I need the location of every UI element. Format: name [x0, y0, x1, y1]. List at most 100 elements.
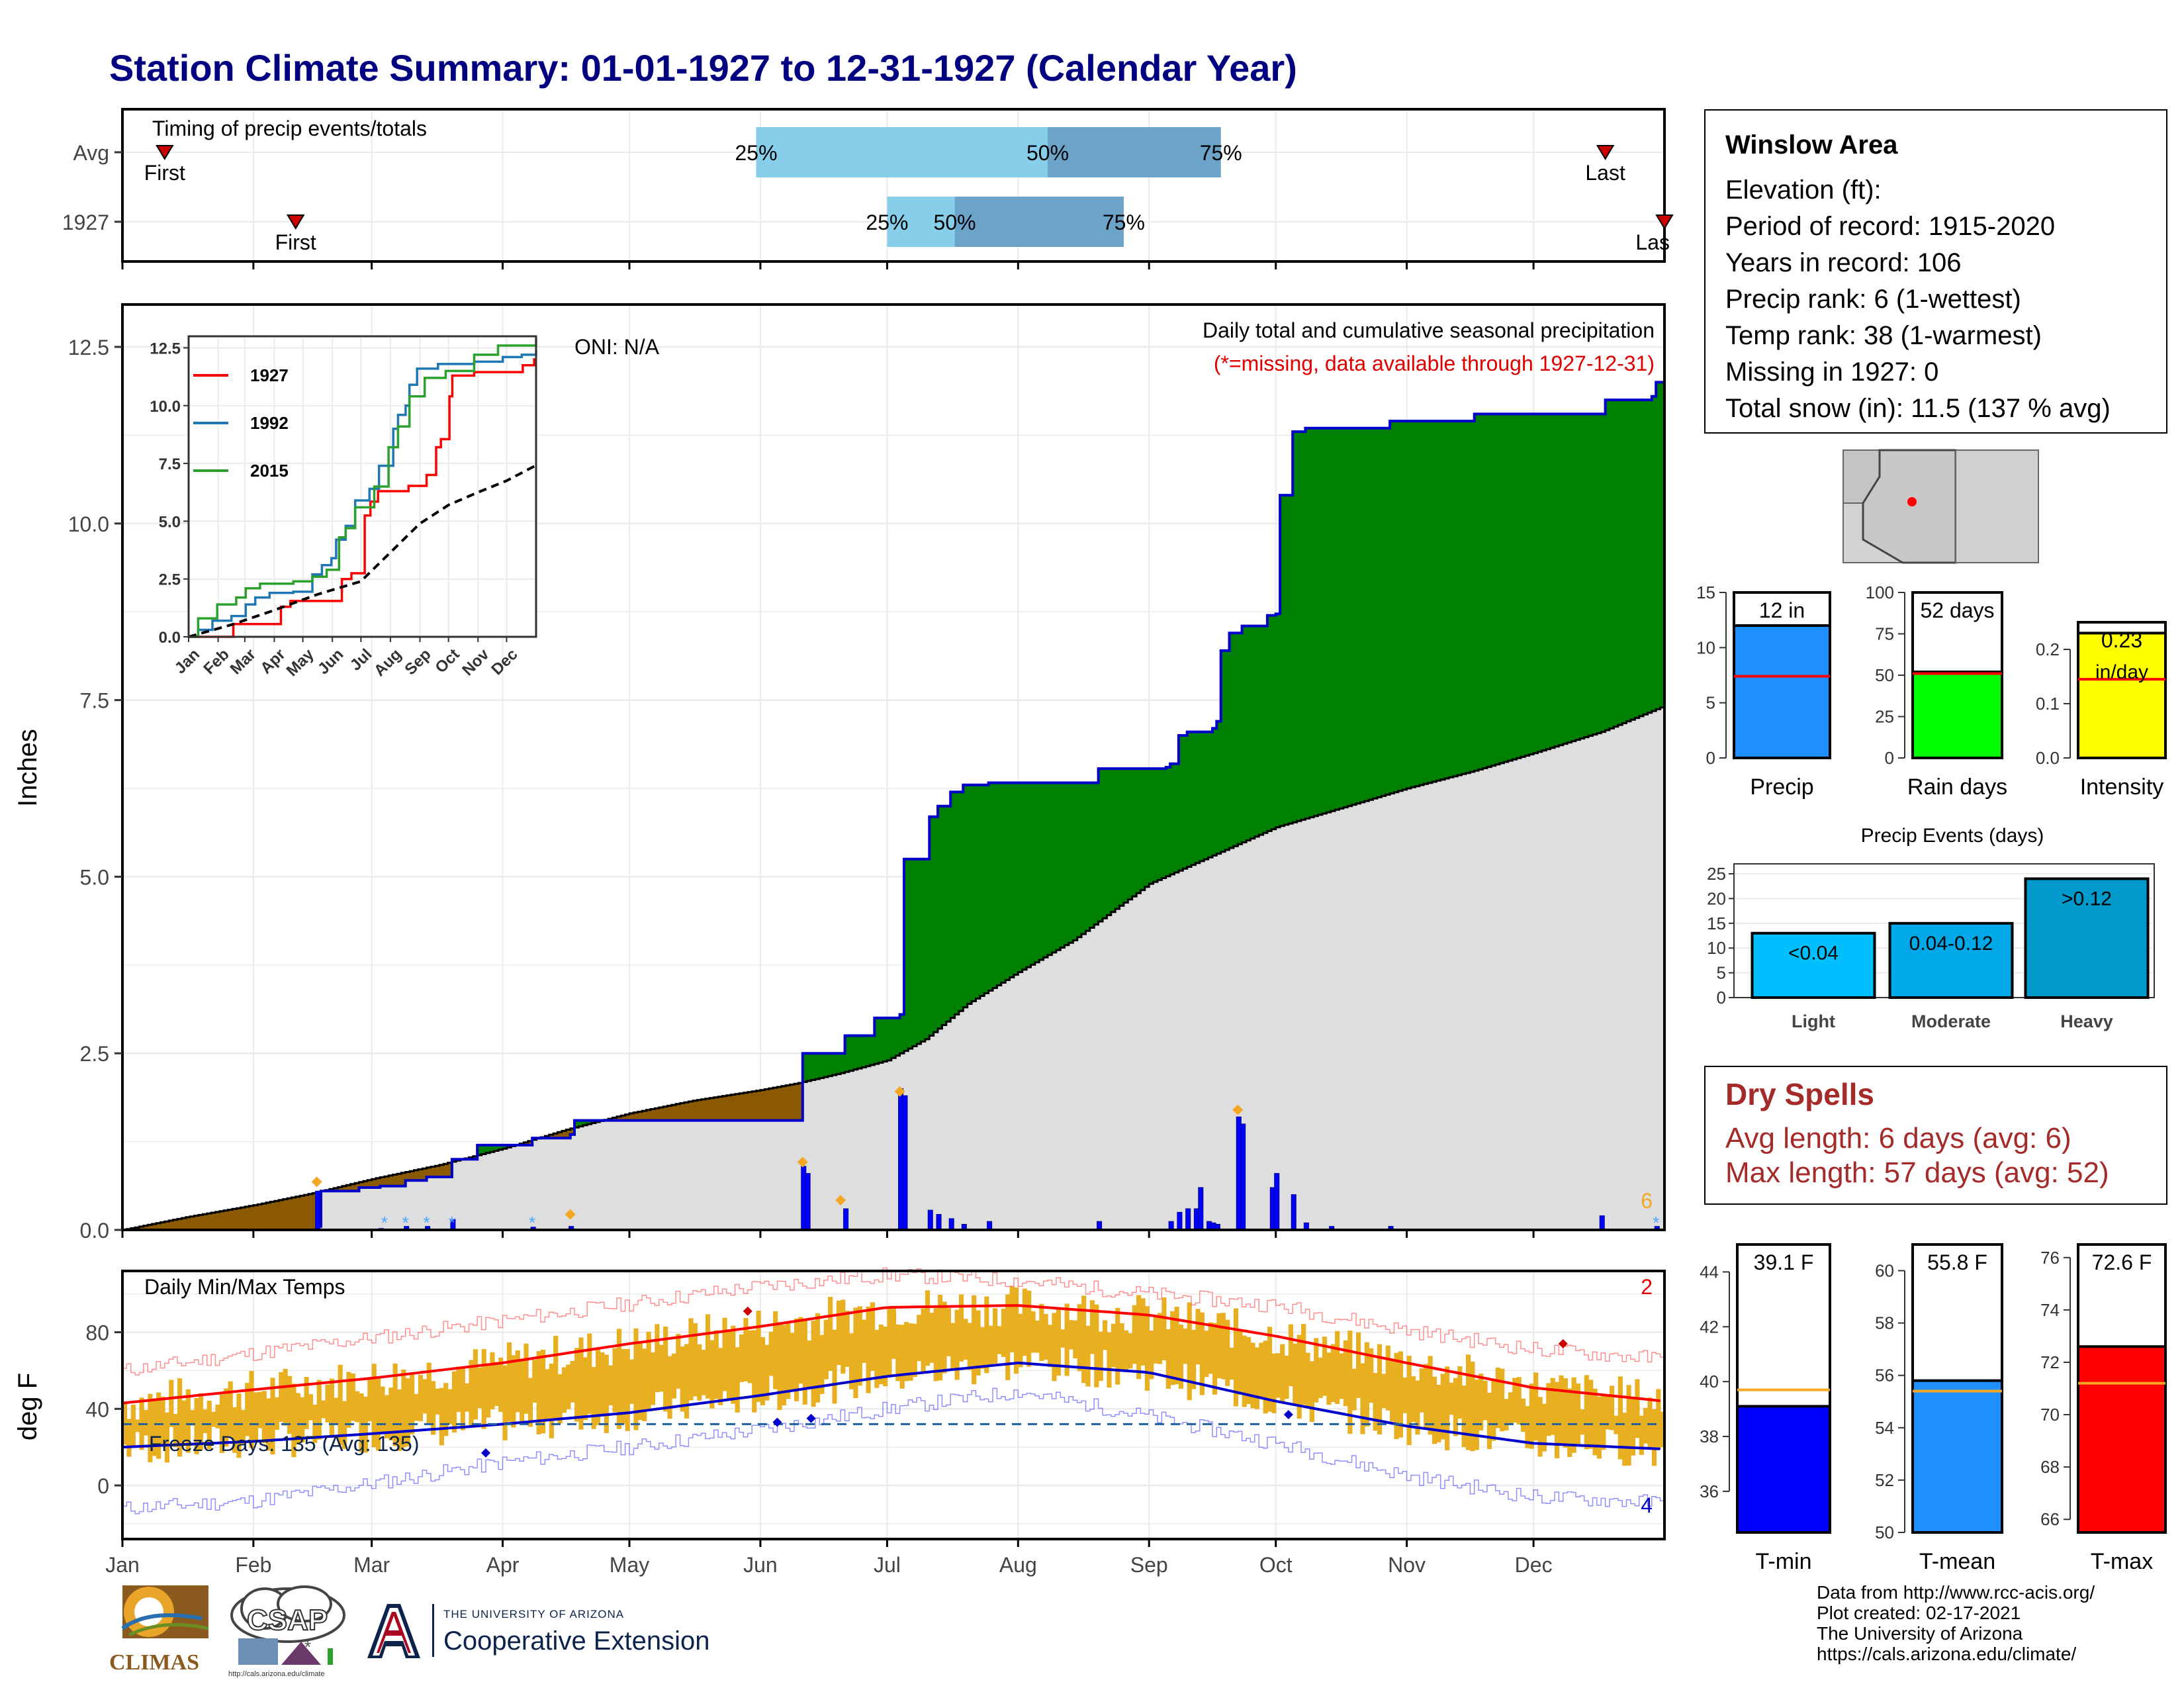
surplus-day [942, 806, 947, 1025]
daily-precip-bar [1274, 1173, 1280, 1231]
daily-temp-range [1533, 1372, 1539, 1441]
daily-temp-range [1043, 1313, 1048, 1360]
daily-temp-range [1284, 1355, 1289, 1399]
surplus-day [1030, 782, 1036, 965]
daily-temp-range [1297, 1335, 1302, 1419]
surplus-day [1161, 769, 1167, 878]
daily-temp-range [443, 1383, 449, 1436]
temp-ytick-label-2: 80 [85, 1321, 109, 1345]
deficit-day [650, 1109, 655, 1121]
daily-temp-range [688, 1318, 694, 1401]
surplus-day [587, 1120, 592, 1125]
daily-temp-range [245, 1383, 250, 1436]
daily-temp-range [148, 1393, 153, 1462]
dry-spells-max: Max length: 57 days (avg: 52) [1725, 1156, 2109, 1189]
daily-temp-range [1453, 1378, 1459, 1436]
deficit-day [431, 1166, 435, 1177]
daily-temp-range [1495, 1367, 1500, 1429]
daily-temp-range [465, 1383, 470, 1412]
timing-row-label-0: Avg [73, 141, 109, 165]
daily-temp-range [988, 1325, 993, 1366]
daily-temp-range [232, 1407, 238, 1453]
surplus-day [1233, 633, 1238, 847]
precip-total-chart-ytick-label-2: 10 [1696, 637, 1715, 657]
intensity-chart-ytick-label-0: 0.0 [2036, 748, 2060, 768]
daily-temp-range [866, 1306, 871, 1393]
daily-temp-range [185, 1389, 191, 1453]
daily-temp-range [1288, 1324, 1294, 1387]
credit-university: The University of Arizona [1817, 1623, 2023, 1644]
events-ytick-label-3: 15 [1707, 914, 1726, 933]
month-label-6: Jul [874, 1553, 901, 1577]
daily-temp-range [1580, 1409, 1585, 1435]
daily-temp-range [384, 1395, 389, 1438]
daily-temp-range [135, 1419, 140, 1432]
daily-precip-bar [1240, 1123, 1246, 1231]
daily-temp-range [1301, 1324, 1306, 1405]
daily-temp-range [1660, 1411, 1665, 1448]
daily-temp-range [515, 1350, 520, 1413]
daily-temp-range [359, 1393, 364, 1452]
surplus-day [1410, 421, 1416, 788]
daily-temp-range [1567, 1388, 1572, 1457]
deficit-day [194, 1215, 199, 1230]
surplus-day [1592, 414, 1598, 735]
surplus-day [1220, 650, 1226, 852]
daily-temp-range [963, 1319, 968, 1360]
surplus-day [1647, 400, 1653, 713]
daily-temp-range [388, 1387, 394, 1440]
surplus-day [1563, 414, 1568, 744]
surplus-day [811, 1053, 816, 1080]
daily-temp-range [671, 1353, 677, 1399]
daily-temp-range [777, 1322, 782, 1411]
ua-block-a-icon [367, 1604, 420, 1658]
surplus-day [1614, 400, 1619, 727]
inset-legend-label-1: 1992 [250, 413, 289, 433]
daily-temp-range [490, 1352, 495, 1409]
month-label-5: Jun [743, 1553, 778, 1577]
deficit-day [173, 1219, 178, 1230]
daily-temp-range [616, 1329, 622, 1429]
daily-temp-range [1178, 1325, 1184, 1389]
surplus-day [946, 806, 951, 1022]
daily-temp-range [950, 1323, 956, 1370]
surplus-day [1651, 396, 1657, 712]
surplus-day [578, 1120, 584, 1127]
surplus-day [1343, 428, 1348, 808]
daily-temp-range [578, 1337, 584, 1430]
surplus-day [1559, 414, 1564, 745]
surplus-day [1153, 769, 1158, 882]
map-state-nm [1955, 449, 2039, 563]
surplus-day [1128, 769, 1133, 900]
daily-temp-range [532, 1360, 537, 1403]
surplus-day [1297, 432, 1302, 821]
daily-temp-range [1326, 1352, 1332, 1405]
daily-temp-range [1347, 1331, 1353, 1434]
surplus-day [1081, 782, 1087, 934]
daily-temp-range [376, 1378, 381, 1451]
station-info-box: Winslow Area Elevation (ft): Period of r… [1704, 109, 2167, 434]
surplus-day [1056, 782, 1061, 951]
tmax-chart-ytick-label-0: 66 [2040, 1509, 2060, 1529]
deficit-day [334, 1188, 339, 1192]
rain-days-chart: 0 25 50 75 100 52 days Rain days [1866, 583, 2007, 800]
daily-precip-bar [1185, 1208, 1191, 1231]
deficit-day [308, 1194, 313, 1230]
tmean-chart-ytick-label-2: 54 [1875, 1418, 1894, 1438]
surplus-day [1305, 428, 1310, 819]
daily-temp-range [1360, 1363, 1365, 1434]
daily-temp-range [832, 1329, 837, 1404]
precip-panel: * * * * * * 0.0 2.5 5.0 7.5 10.0 12.5 Inches Daily to… [13, 303, 1666, 1243]
daily-precip-bar [927, 1209, 933, 1231]
temp-panel: 0 40 80 Jan Feb Mar Apr May Jun Jul Aug Sep Oct Nov De… [13, 1267, 1666, 1577]
temp-frame [121, 1270, 1666, 1540]
month-label-10: Nov [1388, 1553, 1426, 1577]
daily-temp-range [979, 1327, 985, 1369]
daily-temp-range [1001, 1308, 1006, 1357]
surplus-day [844, 1035, 850, 1072]
daily-temp-range [1098, 1331, 1103, 1382]
surplus-day [853, 1035, 858, 1070]
station-name: Winslow Area [1725, 130, 1898, 160]
intensity-chart-ytick-label-2: 0.2 [2036, 639, 2060, 659]
precip-total-chart: 0 5 10 15 12 in Precip [1696, 583, 1831, 800]
